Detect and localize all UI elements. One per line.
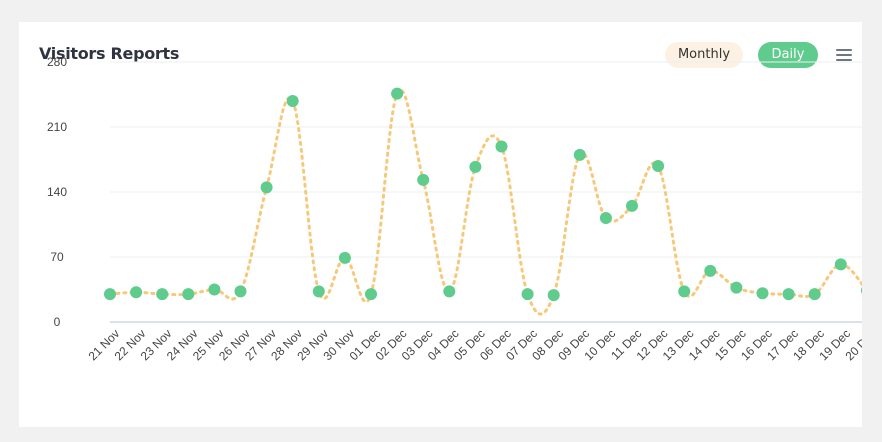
- data-point: [599, 212, 612, 224]
- visitors-report-card: Visitors Reports Monthly Daily 0 70 140 210…: [19, 22, 862, 427]
- y-tick-label: 140: [47, 185, 67, 199]
- data-point: [521, 288, 534, 301]
- data-point: [469, 160, 482, 173]
- data-point: [704, 264, 717, 277]
- data-point: [417, 173, 430, 186]
- data-point: [104, 288, 116, 301]
- data-point: [260, 181, 273, 194]
- series-line: [108, 88, 862, 316]
- data-point: [234, 285, 247, 298]
- data-point: [312, 285, 325, 298]
- monthly-button[interactable]: Monthly: [665, 42, 743, 68]
- y-tick-label: 210: [47, 120, 67, 134]
- menu-bar: [836, 59, 852, 61]
- menu-bar: [836, 49, 852, 51]
- data-point: [286, 95, 299, 107]
- data-point: [391, 87, 404, 100]
- hamburger-menu-icon[interactable]: [836, 48, 852, 62]
- data-point: [808, 288, 821, 301]
- card-title: Visitors Reports: [39, 44, 180, 63]
- data-point: [365, 288, 377, 301]
- data-point: [730, 281, 743, 294]
- y-tick-label: 0: [54, 315, 61, 329]
- data-point: [547, 289, 560, 302]
- data-point: [834, 258, 847, 271]
- data-point: [443, 285, 456, 298]
- data-point: [495, 140, 508, 153]
- daily-button[interactable]: Daily: [758, 42, 818, 68]
- menu-bar: [836, 54, 852, 56]
- data-point: [782, 288, 795, 301]
- data-point: [860, 286, 862, 294]
- data-point: [208, 283, 221, 296]
- data-point: [130, 286, 143, 299]
- data-point: [626, 199, 638, 212]
- data-point: [756, 287, 769, 300]
- data-point: [652, 160, 665, 172]
- y-tick-label: 280: [47, 55, 67, 69]
- data-point: [338, 251, 351, 264]
- data-point: [678, 285, 691, 298]
- data-point: [182, 288, 195, 301]
- y-tick-label: 70: [50, 250, 64, 264]
- data-point: [573, 148, 586, 161]
- data-point: [156, 288, 169, 301]
